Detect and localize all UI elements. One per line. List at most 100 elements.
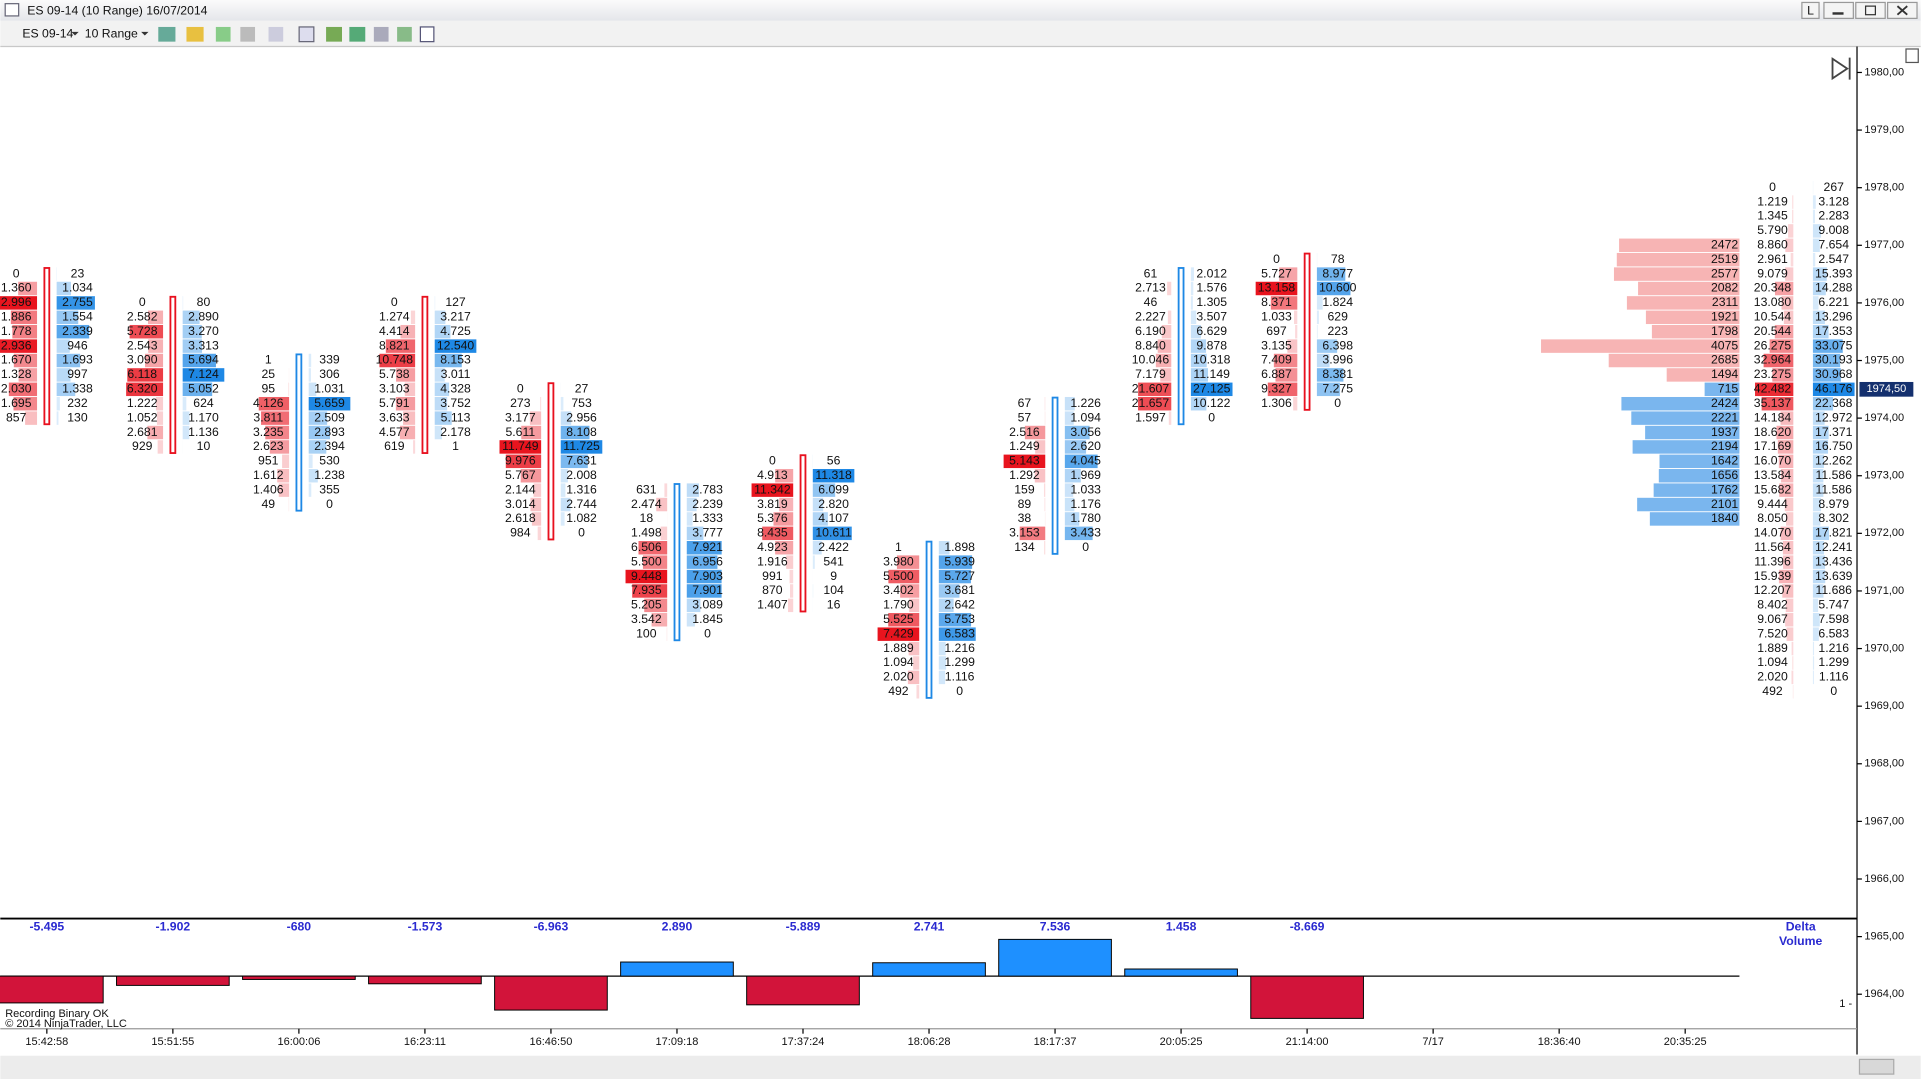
bid-cell [664,483,667,496]
bid-cell [1791,253,1794,266]
bid-volume: 5.727 [1261,266,1292,280]
bid-cell [1788,224,1793,237]
bid-volume: 4.414 [379,324,410,338]
delta-label: -5.495 [29,919,64,933]
bid-volume: 2.713 [1135,281,1166,295]
price-tick-label: 1978,00 [1864,182,1904,194]
bid-volume: 991 [762,569,783,583]
scrollbar[interactable] [0,1056,1920,1079]
bid-volume: 7.179 [1135,367,1166,381]
profile-label: 2577 [1711,266,1738,280]
indicators-button[interactable] [326,27,342,42]
ask-volume: 3.681 [944,583,975,597]
ask-volume: 1.094 [1070,410,1101,424]
bid-volume: 3.542 [631,612,662,626]
ask-volume: 4.045 [1070,454,1101,468]
profile-label: 2519 [1711,252,1738,266]
ask-volume: 11.725 [563,439,600,453]
strategies-button[interactable] [349,27,365,42]
pin-button[interactable] [240,27,255,42]
ask-volume: 5.659 [314,396,345,410]
scroll-to-end[interactable] [1833,58,1850,80]
minimize-button[interactable] [1824,2,1853,18]
ask-volume: 232 [67,396,88,410]
bid-volume: 5.205 [631,598,662,612]
candle [170,297,175,453]
delta-bar [747,976,860,1005]
candle [296,354,301,510]
bid-volume: 26.275 [1754,338,1792,352]
price-tick-label: 1965,00 [1864,931,1904,943]
bid-volume: 1.222 [127,396,158,410]
zoom-button[interactable] [269,27,284,42]
crosshair-button[interactable] [216,27,231,42]
bid-volume: 3.980 [883,554,914,568]
bid-volume: 2.936 [1,338,32,352]
ask-volume: 3.011 [441,367,471,381]
bid-volume: 14.070 [1754,526,1792,540]
bid-volume: 9.976 [505,454,536,468]
delta-label: 1.458 [1166,919,1197,933]
bid-volume: 929 [132,439,153,453]
bid-volume: 21.657 [1132,396,1170,410]
ask-volume: 946 [67,338,88,352]
templates-button[interactable] [374,27,389,42]
bid-cell [913,656,919,669]
profile-label: 1921 [1711,310,1738,324]
profile-label: 715 [1718,382,1739,396]
ask-volume: 2.339 [62,324,93,338]
bid-volume: 159 [1014,482,1035,496]
bid-volume: 95 [261,382,275,396]
bid-volume: 20.544 [1754,324,1792,338]
bid-volume: 12.207 [1754,583,1792,597]
instrument-selector[interactable]: ES 09-14 [22,27,73,41]
profile-label: 2082 [1711,281,1738,295]
bid-volume: 1.360 [1,281,32,295]
ask-volume: 1.176 [1070,497,1101,511]
scrollbar-thumb[interactable] [1859,1059,1893,1074]
bid-volume: 7.935 [631,583,662,597]
data-box-button[interactable] [397,27,412,42]
ask-volume: 0 [1830,684,1837,698]
candle [1053,398,1058,554]
ask-volume: 8.977 [1322,266,1353,280]
panel-button[interactable] [1906,49,1918,62]
ask-volume: 16.750 [1815,439,1853,453]
ask-volume: 56 [827,454,841,468]
ask-volume: 0 [1082,540,1089,554]
price-tick-label: 1972,00 [1864,527,1904,539]
restore-button[interactable] [1856,2,1885,18]
ask-cell [309,368,311,381]
ask-volume: 2.783 [692,482,723,496]
ask-volume: 5.052 [188,382,219,396]
bid-cell [413,440,415,453]
bid-volume: 3.819 [757,497,788,511]
ask-volume: 1.316 [566,482,597,496]
candle [675,484,680,640]
bid-volume: 5.143 [1009,454,1040,468]
bid-volume: 9.079 [1757,266,1788,280]
delta-label: 7.536 [1040,919,1071,933]
candle [1179,268,1184,424]
bid-volume: 1.306 [1261,396,1292,410]
ask-volume: 12.262 [1815,454,1853,468]
bid-cell [916,685,919,698]
draw-button[interactable] [186,27,203,42]
snapshot-button[interactable] [299,27,314,42]
bid-volume: 3.177 [505,410,536,424]
ask-volume: 0 [326,497,333,511]
properties-button[interactable] [420,27,433,42]
candle [801,455,806,611]
ask-volume: 10.611 [815,526,852,540]
ask-volume: 9.878 [1196,338,1227,352]
bar-type-button[interactable] [158,27,175,42]
bid-volume: 42.482 [1754,382,1792,396]
ask-volume: 2.744 [566,497,597,511]
bid-volume: 1.498 [631,526,662,540]
period-selector[interactable]: 10 Range [85,27,138,41]
bid-volume: 11.564 [1754,540,1791,554]
bid-volume: 1.406 [253,482,284,496]
delta-bar [369,976,482,984]
bid-cell [790,584,793,597]
candle [44,268,49,424]
